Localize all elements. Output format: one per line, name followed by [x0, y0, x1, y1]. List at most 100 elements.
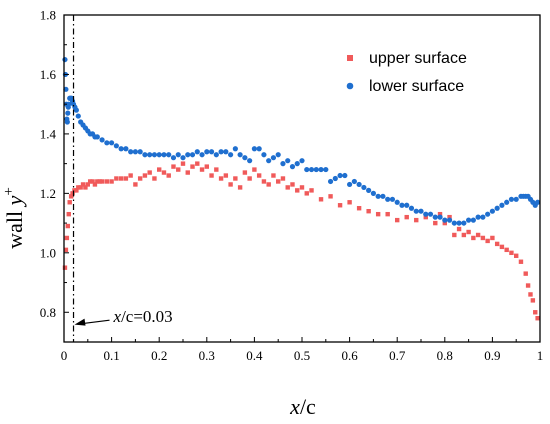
- upper-surface-point: [97, 179, 102, 184]
- lower-surface-point: [166, 152, 172, 158]
- lower-surface-point: [361, 184, 367, 191]
- upper-surface-point: [509, 250, 514, 256]
- x-tick-label: 0.2: [151, 348, 167, 363]
- upper-surface-point: [64, 235, 70, 241]
- lower-surface-point: [399, 202, 405, 208]
- y-tick-label: 1.4: [40, 126, 57, 141]
- lower-surface-point: [123, 146, 129, 152]
- lower-surface-point: [170, 155, 177, 161]
- lower-surface-point: [65, 110, 71, 116]
- lower-surface-point: [161, 152, 167, 158]
- lower-surface-point: [432, 214, 438, 220]
- lower-surface-point: [270, 155, 277, 161]
- lower-surface-point: [385, 196, 391, 202]
- lower-surface-point: [73, 107, 79, 113]
- upper-surface-point: [471, 235, 476, 241]
- upper-surface-point: [395, 217, 400, 223]
- upper-surface-point: [261, 179, 267, 184]
- upper-surface-point: [518, 259, 524, 264]
- lower-surface-point: [437, 214, 443, 220]
- upper-surface-point: [214, 167, 219, 172]
- upper-surface-point: [199, 167, 205, 172]
- lower-surface-point: [237, 152, 243, 158]
- lower-surface-point: [280, 161, 286, 167]
- lower-surface-point: [423, 211, 429, 217]
- upper-surface-point: [114, 176, 119, 181]
- upper-surface-point: [109, 179, 114, 184]
- upper-surface-point: [318, 197, 324, 202]
- lower-surface-point: [62, 56, 68, 63]
- y-tick-label: 0.8: [40, 305, 56, 320]
- lower-surface-point: [418, 208, 424, 214]
- upper-surface-point: [456, 226, 462, 232]
- lower-surface-point: [199, 152, 205, 158]
- x-tick-label: 1: [537, 348, 544, 363]
- upper-surface-point: [299, 185, 305, 190]
- lower-surface-point: [99, 137, 105, 143]
- lower-surface-point: [218, 149, 224, 155]
- upper-surface-point: [133, 182, 138, 187]
- lower-surface-point: [356, 181, 362, 188]
- upper-surface-point: [180, 161, 186, 166]
- upper-surface-point: [92, 182, 98, 187]
- x-tick-label: 0.8: [437, 348, 453, 363]
- lower-surface-point: [470, 217, 476, 223]
- upper-surface-point: [480, 235, 486, 241]
- lower-surface-point: [327, 178, 334, 185]
- lower-surface-point: [266, 158, 272, 164]
- upper-surface-point: [414, 217, 419, 223]
- lower-surface-point: [347, 181, 353, 188]
- lower-surface-point: [294, 161, 300, 167]
- lower-surface-point: [480, 214, 486, 220]
- lower-surface-point: [64, 119, 70, 125]
- lower-surface-point: [313, 166, 319, 173]
- lower-surface-point: [185, 152, 191, 158]
- y-tick-label: 1.2: [40, 186, 56, 201]
- upper-surface-point: [485, 238, 490, 244]
- lower-surface-point: [535, 199, 541, 205]
- upper-surface-point: [535, 316, 540, 321]
- lower-surface-point: [489, 208, 495, 214]
- upper-surface-point: [83, 185, 88, 190]
- upper-surface-point: [256, 173, 262, 178]
- lower-surface-point: [261, 152, 267, 158]
- lower-surface-point: [394, 199, 400, 205]
- upper-surface-point: [237, 185, 243, 190]
- lower-surface-point: [251, 146, 257, 152]
- lower-surface-point: [232, 146, 238, 152]
- upper-surface-point: [80, 182, 86, 187]
- upper-surface-point: [152, 176, 157, 181]
- lower-surface-point: [189, 152, 196, 158]
- x-tick-label: 0: [61, 348, 68, 363]
- lower-surface-point: [208, 149, 215, 155]
- lower-surface-point: [342, 172, 348, 179]
- lower-surface-point: [142, 152, 148, 158]
- upper-surface-point: [161, 170, 167, 175]
- upper-surface-point: [176, 167, 181, 172]
- upper-surface-point: [337, 203, 343, 208]
- y-axis-label-base: wall: [2, 205, 27, 248]
- upper-surface-point: [195, 161, 200, 166]
- upper-surface-point: [490, 235, 495, 241]
- upper-surface-point: [466, 229, 471, 235]
- lower-surface-point: [109, 140, 115, 146]
- lower-surface-point: [499, 202, 505, 208]
- lower-surface-point: [194, 149, 200, 155]
- legend: upper surface lower surface: [346, 50, 467, 95]
- upper-surface-point: [63, 247, 69, 253]
- upper-surface-point: [142, 173, 148, 178]
- lower-surface-point: [66, 101, 72, 107]
- lower-surface-point: [504, 199, 510, 205]
- upper-surface-point: [185, 170, 190, 175]
- lower-surface-point: [147, 152, 153, 158]
- axis-ticks: 0 0.1 0.2 0.3 0.4 0.5 0.6 0.7 0.8 0.9 1 0.8 1.0 1.2 1.…: [40, 8, 544, 364]
- lower-surface-point: [304, 166, 310, 173]
- lower-surface-point: [475, 214, 481, 220]
- upper-surface-point: [356, 206, 362, 211]
- upper-surface-point: [223, 173, 229, 178]
- lower-surface-point: [228, 152, 234, 158]
- lower-surface-point: [180, 155, 186, 161]
- upper-surface-point: [157, 167, 162, 172]
- lower-surface-point: [223, 149, 229, 155]
